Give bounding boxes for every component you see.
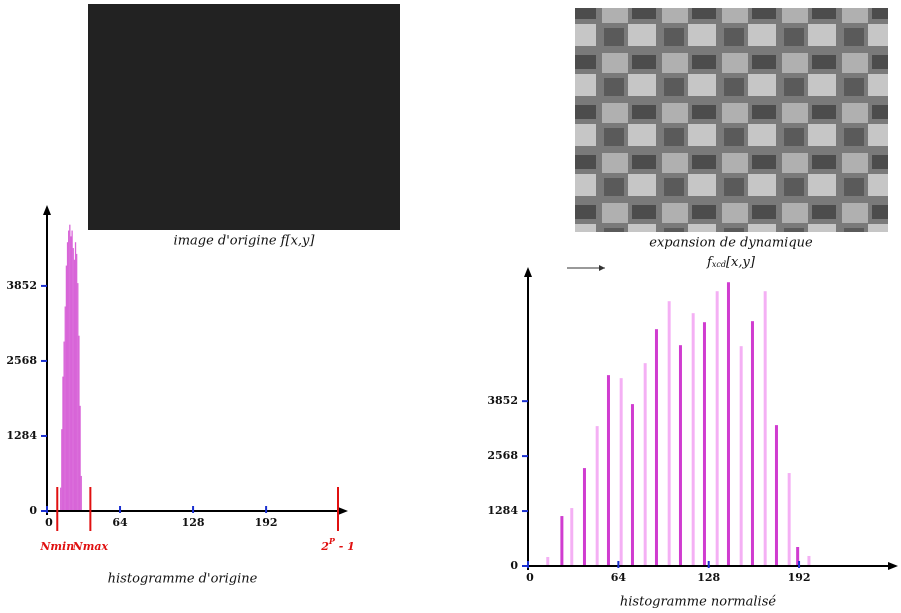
- bar: [69, 225, 70, 511]
- bar: [727, 282, 730, 566]
- bar: [75, 242, 76, 511]
- original-image: [88, 4, 400, 230]
- bar: [775, 425, 778, 566]
- y-tick-label: 3852: [6, 279, 37, 292]
- bar: [570, 508, 573, 566]
- y-tick-label: 0: [510, 559, 518, 572]
- y-tick-label: 0: [29, 504, 37, 517]
- x-tick-label: 0: [526, 571, 534, 584]
- bar: [560, 516, 563, 566]
- y-axis-arrow: [524, 267, 532, 277]
- bar: [67, 242, 68, 511]
- bar: [63, 342, 64, 511]
- figure-page: image d'origine f[x,y] expansion de dyna…: [0, 0, 901, 613]
- bar: [716, 291, 719, 566]
- bar: [668, 301, 671, 566]
- bar: [764, 291, 767, 566]
- bar: [79, 406, 80, 511]
- y-tick-label: 3852: [487, 394, 518, 407]
- y-tick-label: 2568: [6, 354, 37, 367]
- y-tick-label: 2568: [487, 449, 518, 462]
- expanded-image: [575, 8, 888, 232]
- marker-label: Nmin: [39, 540, 74, 553]
- bar: [65, 306, 66, 511]
- bar: [74, 260, 75, 511]
- arrow-head: [599, 265, 605, 271]
- x-tick-label: 128: [697, 571, 720, 584]
- bar: [631, 404, 634, 566]
- bar: [751, 321, 754, 566]
- bar: [692, 313, 695, 566]
- bar: [66, 266, 67, 511]
- bar: [71, 231, 72, 511]
- x-tick-label: 0: [45, 516, 53, 529]
- label-part: 2: [320, 540, 329, 553]
- bar: [788, 473, 791, 566]
- bar: [68, 231, 69, 511]
- x-tick-label: 64: [611, 571, 627, 584]
- bar: [77, 283, 78, 511]
- x-tick-label: 192: [788, 571, 811, 584]
- chart-title: histogramme normalisé: [620, 595, 776, 610]
- bar: [703, 322, 706, 566]
- label-part: - 1: [335, 540, 355, 553]
- caption-part: [x,y]: [726, 255, 756, 270]
- bar: [76, 254, 77, 511]
- bar: [73, 248, 74, 511]
- bar: [679, 345, 682, 566]
- bar: [583, 468, 586, 566]
- y-tick-label: 1284: [487, 504, 518, 517]
- y-axis-arrow: [43, 205, 51, 215]
- bar: [81, 476, 82, 511]
- bar: [70, 236, 71, 511]
- bar: [655, 329, 658, 566]
- chart-title: histogramme d'origine: [108, 572, 258, 587]
- bar: [620, 378, 623, 566]
- marker-label: 2P - 1: [320, 536, 355, 553]
- bar: [60, 488, 61, 511]
- bar: [607, 375, 610, 566]
- marker-label: Nmax: [72, 540, 109, 553]
- bar: [78, 336, 79, 511]
- bar: [596, 426, 599, 566]
- x-tick-label: 128: [182, 516, 205, 529]
- bar: [740, 346, 743, 566]
- x-axis-arrow: [338, 507, 348, 515]
- bar: [61, 429, 62, 511]
- x-axis-arrow: [888, 562, 898, 570]
- y-tick-label: 1284: [6, 429, 37, 442]
- bar: [644, 363, 647, 566]
- caption-part: xcd: [712, 260, 726, 269]
- image-caption: expansion de dynamique: [649, 236, 813, 251]
- bar: [807, 556, 810, 566]
- bar: [62, 377, 63, 511]
- image-caption: image d'origine f[x,y]: [174, 234, 316, 249]
- bar: [546, 557, 549, 566]
- x-tick-label: 192: [255, 516, 278, 529]
- x-tick-label: 64: [112, 516, 128, 529]
- image-caption: fxcd[x,y]: [706, 255, 756, 270]
